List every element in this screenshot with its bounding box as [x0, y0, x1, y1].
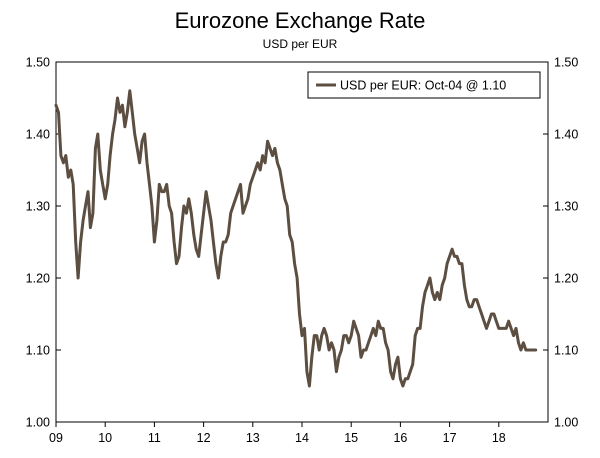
y-tick-right-label: 1.00 [554, 416, 578, 430]
y-axis-left: 1.00 1.10 1.20 1.30 1.40 1.50 [26, 56, 61, 430]
plot-frame [55, 61, 549, 423]
y-tick-left-label: 1.00 [26, 416, 50, 430]
y-tick-left-label: 1.10 [26, 344, 50, 358]
y-tick-right-label: 1.50 [554, 56, 578, 70]
chart-subtitle: USD per EUR [262, 37, 338, 51]
legend-label: USD per EUR: Oct-04 @ 1.10 [340, 79, 506, 93]
x-axis: 09 10 11 12 13 14 15 16 17 18 [49, 422, 506, 445]
y-tick-right-label: 1.40 [554, 128, 578, 142]
x-tick-label: 11 [148, 431, 161, 445]
x-tick-label: 13 [246, 431, 260, 445]
y-tick-left-label: 1.50 [26, 56, 50, 70]
series-line [54, 89, 538, 388]
y-tick-left-label: 1.20 [26, 272, 50, 286]
y-tick-right-label: 1.10 [554, 344, 578, 358]
y-tick-right-label: 1.20 [554, 272, 578, 286]
y-tick-left-label: 1.30 [26, 200, 50, 214]
legend: USD per EUR: Oct-04 @ 1.10 [307, 71, 541, 99]
x-tick-label: 14 [295, 431, 309, 445]
x-tick-label: 09 [49, 431, 63, 445]
y-axis-right: 1.00 1.10 1.20 1.30 1.40 1.50 [543, 56, 578, 430]
chart-title: Eurozone Exchange Rate [174, 8, 426, 33]
x-tick-label: 12 [197, 431, 211, 445]
x-tick-label: 10 [98, 431, 112, 445]
x-tick-label: 17 [443, 431, 457, 445]
y-tick-left-label: 1.40 [26, 128, 50, 142]
y-tick-right-label: 1.30 [554, 200, 578, 214]
x-tick-label: 15 [344, 431, 358, 445]
x-tick-label: 18 [492, 431, 506, 445]
legend-box [307, 71, 541, 99]
x-tick-label: 16 [393, 431, 407, 445]
